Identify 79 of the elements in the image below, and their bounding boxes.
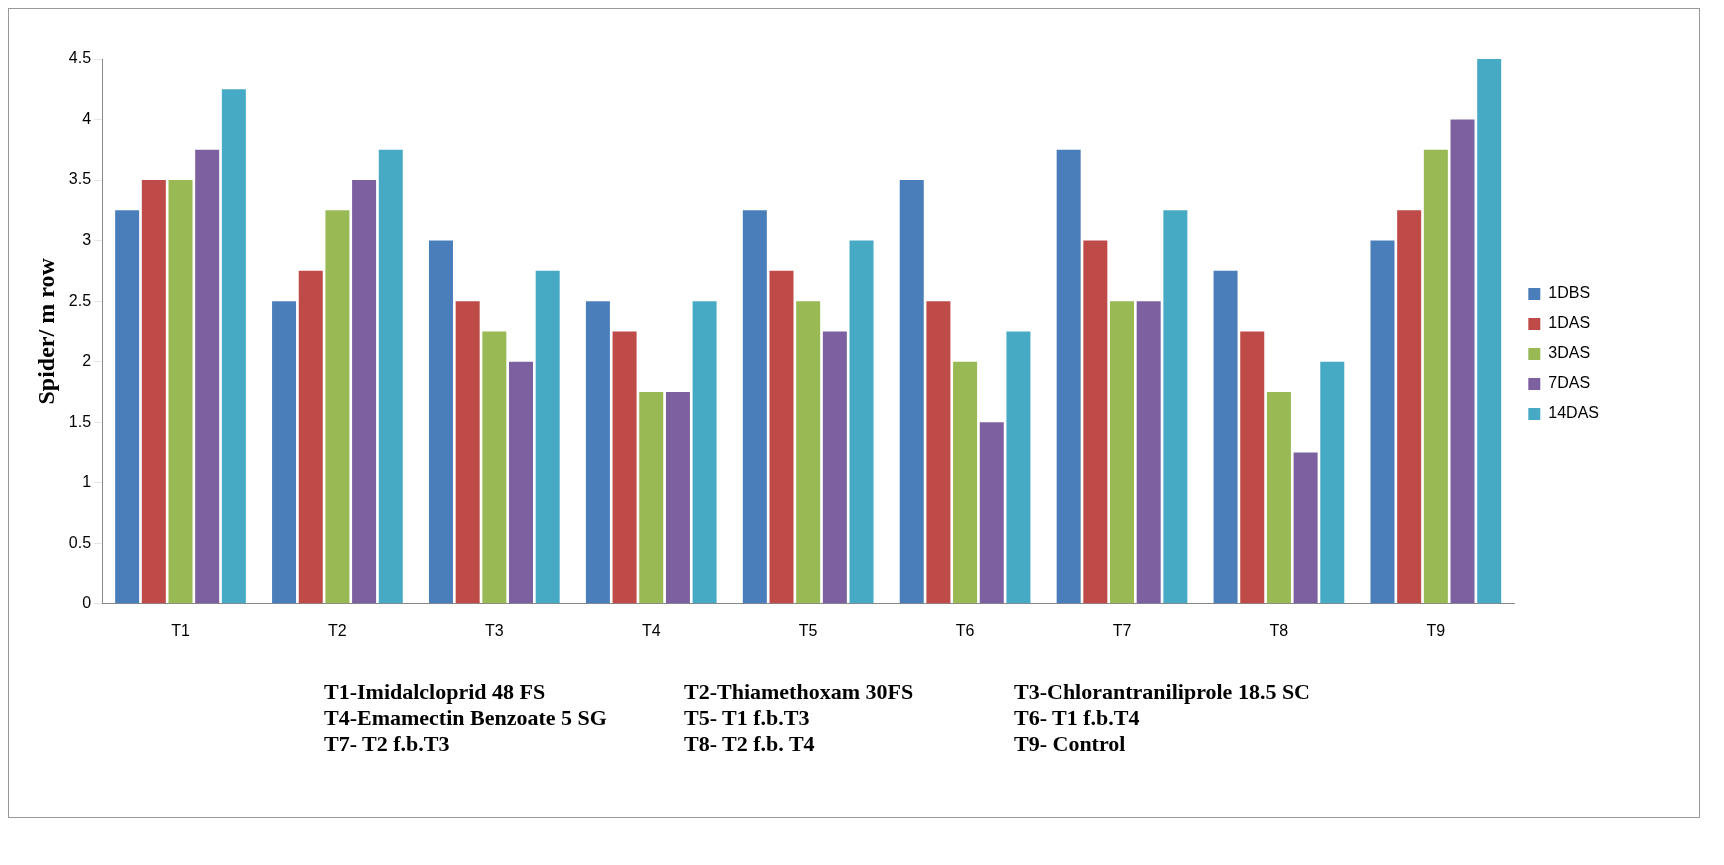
bar: [1423, 149, 1448, 604]
bar: [769, 270, 794, 604]
x-tick-label: T7: [1112, 621, 1132, 639]
legend-label: 1DBS: [1548, 284, 1591, 302]
legend-label: 7DAS: [1548, 374, 1591, 392]
bar: [1110, 301, 1135, 604]
bar: [428, 240, 453, 604]
y-tick-label: 2: [82, 352, 92, 370]
bar: [221, 89, 246, 604]
bar: [1397, 210, 1422, 604]
bar: [509, 361, 534, 604]
y-tick-label: 3: [82, 231, 92, 249]
text: T9- Control: [1014, 731, 1127, 757]
bar: [455, 301, 480, 604]
bar: [1450, 119, 1475, 604]
bar: [1320, 361, 1345, 604]
bar: [953, 361, 978, 604]
text: T1-Imidalcloprid 48 FS: [324, 679, 547, 705]
bar: [899, 180, 924, 604]
y-tick-label: 1: [82, 473, 92, 491]
bar: [1213, 270, 1238, 604]
y-tick-label: 0: [82, 594, 92, 612]
bar: [1163, 210, 1188, 604]
bar: [639, 391, 664, 604]
bar: [822, 331, 847, 604]
text: T7- T2 f.b.T3: [324, 731, 451, 757]
bar: [325, 210, 350, 604]
y-tick-label: 0.5: [68, 533, 92, 551]
bar: [482, 331, 507, 604]
y-tick-label: 1.5: [68, 412, 92, 430]
bar: [1136, 301, 1161, 604]
x-tick-label: T4: [641, 621, 661, 639]
bar: [298, 270, 323, 604]
text: T8- T2 f.b. T4: [684, 731, 816, 757]
bar: [979, 422, 1004, 604]
bar: [612, 331, 637, 604]
bar: [1293, 452, 1318, 604]
x-tick-label: T8: [1269, 621, 1289, 639]
bar: [168, 180, 193, 604]
text: T6- T1 f.b.T4: [1014, 705, 1141, 731]
x-tick-label: T2: [328, 621, 347, 639]
bar: [796, 301, 821, 604]
text: T3-Chlorantraniliprole 18.5 SC: [1014, 679, 1311, 705]
y-tick-label: 4: [82, 109, 92, 127]
bar: [585, 301, 610, 604]
bar: [378, 149, 403, 604]
bar: [1083, 240, 1108, 604]
x-tick-label: T1: [171, 621, 190, 639]
bar: [1266, 391, 1291, 604]
bar: [115, 210, 140, 604]
bar: [352, 180, 377, 604]
y-axis-title: Spider/ m row: [32, 257, 59, 405]
text: T2-Thiamethoxam 30FS: [684, 679, 915, 705]
x-tick-label: T6: [955, 621, 975, 639]
y-tick-label: 4.5: [68, 49, 92, 67]
bar: [742, 210, 767, 604]
x-tick-label: T5: [798, 621, 818, 639]
bar: [1370, 240, 1395, 604]
bar: [1477, 59, 1502, 604]
bar: [1056, 149, 1081, 604]
legend-label: 1DAS: [1548, 314, 1591, 332]
x-tick-label: T9: [1426, 621, 1446, 639]
bar: [272, 301, 297, 604]
text: T4-Emamectin Benzoate 5 SG: [324, 705, 608, 731]
bar: [1240, 331, 1265, 604]
legend-label: 14DAS: [1548, 404, 1600, 422]
bar: [849, 240, 874, 604]
bar: [1006, 331, 1031, 604]
legend-label: 3DAS: [1548, 344, 1591, 362]
bar: [692, 301, 717, 604]
bar: [665, 391, 690, 604]
x-tick-label: T3: [485, 621, 504, 639]
bar: [926, 301, 951, 604]
text: T5- T1 f.b.T3: [684, 705, 811, 731]
y-tick-label: 2.5: [68, 291, 92, 309]
bar: [195, 149, 220, 604]
y-tick-label: 3.5: [68, 170, 92, 188]
bar: [141, 180, 166, 604]
bar: [535, 270, 560, 604]
